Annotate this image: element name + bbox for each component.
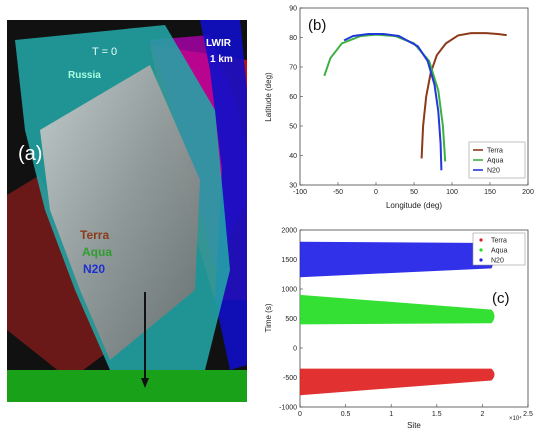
series-line-terra (420, 32, 507, 159)
chart-b-xlabel: Longitude (deg) (386, 201, 442, 210)
chart-b-x-ticks: -100 -50 0 50 100 150 200 (293, 182, 534, 196)
x-tick-label: 2 (480, 411, 484, 418)
y-tick-label: 80 (289, 35, 297, 42)
legend-swatch (479, 248, 483, 252)
panel-b-label: (b) (308, 17, 326, 34)
series-line-n20 (343, 33, 443, 171)
chart-b: 30 40 50 60 70 80 90 -100 -50 0 50 100 150 200 (b) L… (264, 6, 534, 211)
y-tick-label: 1500 (281, 257, 297, 264)
arrow-head (141, 378, 149, 388)
x-tick-label: 2.5 (523, 411, 533, 418)
resolution-label: 1 km (210, 54, 233, 65)
y-tick-label: 40 (289, 153, 297, 160)
x-tick-label: 100 (446, 189, 458, 196)
y-tick-label: -1000 (279, 405, 297, 412)
chart-c-x-ticks: 0 0.5 1 1.5 2 2.5 (298, 404, 533, 418)
terra-swath-lower (7, 175, 110, 380)
n20-swath (200, 20, 247, 370)
legend-swatch (479, 238, 483, 242)
panel-c-label: (c) (492, 290, 510, 307)
legend-label: Terra (491, 238, 507, 245)
y-tick-label: 2000 (281, 228, 297, 235)
series-band-aqua (300, 294, 495, 325)
x-tick-label: 50 (410, 189, 418, 196)
x-tick-label: -50 (333, 189, 343, 196)
time-label: T = 0 (92, 46, 117, 58)
panel-a-image: (a) T = 0 Russia LWIR 1 km Terra Aqua N2… (7, 20, 247, 402)
y-tick-label: 1000 (281, 287, 297, 294)
chart-b-series (323, 32, 507, 171)
legend-label: Terra (487, 148, 503, 155)
n20-label: N20 (83, 262, 105, 276)
legend-label: Aqua (487, 158, 503, 165)
band-label: LWIR (206, 38, 232, 49)
x-tick-label: 1.5 (432, 411, 442, 418)
chart-b-y-ticks: 30 40 50 60 70 80 90 (289, 6, 303, 190)
x-tick-label: 1 (389, 411, 393, 418)
chart-c-x-multiplier: ×10⁴ (509, 415, 522, 422)
cloud-imagery (40, 65, 200, 360)
y-tick-label: 60 (289, 94, 297, 101)
y-tick-label: 30 (289, 183, 297, 190)
chart-b-ylabel: Latitude (deg) (264, 72, 273, 122)
y-tick-label: 70 (289, 65, 297, 72)
chart-c-series (300, 241, 495, 396)
x-tick-label: 150 (484, 189, 496, 196)
series-band-terra (300, 368, 495, 396)
y-tick-label: 50 (289, 124, 297, 131)
chart-c-xlabel: Site (407, 421, 421, 430)
y-tick-label: 90 (289, 6, 297, 13)
aqua-label: Aqua (82, 245, 112, 259)
chart-c-y-ticks: -1000 -500 0 500 1000 1500 2000 (279, 228, 303, 412)
x-tick-label: -100 (293, 189, 307, 196)
region-label: Russia (68, 70, 101, 81)
x-tick-label: 0.5 (341, 411, 351, 418)
chart-c-legend: Terra Aqua N20 (472, 232, 526, 266)
legend-label: Aqua (491, 248, 507, 255)
legend-swatch (479, 258, 483, 262)
chart-c: -1000 -500 0 500 1000 1500 2000 0 0.5 1 1.5 2 2.5 (… (264, 228, 533, 431)
y-tick-label: -500 (283, 375, 297, 382)
panel-a-label: (a) (18, 143, 42, 165)
chart-c-ylabel: Time (s) (264, 303, 273, 332)
y-tick-label: 0 (293, 346, 297, 353)
x-tick-label: 0 (374, 189, 378, 196)
x-tick-label: 200 (522, 189, 534, 196)
chart-b-legend: Terra Aqua N20 (468, 141, 526, 179)
legend-label: N20 (487, 168, 500, 175)
y-tick-label: 500 (285, 316, 297, 323)
aqua-swath-bottom (7, 370, 247, 402)
series-band-n20 (300, 241, 495, 278)
terra-label: Terra (80, 228, 109, 242)
x-tick-label: 0 (298, 411, 302, 418)
legend-label: N20 (491, 258, 504, 265)
